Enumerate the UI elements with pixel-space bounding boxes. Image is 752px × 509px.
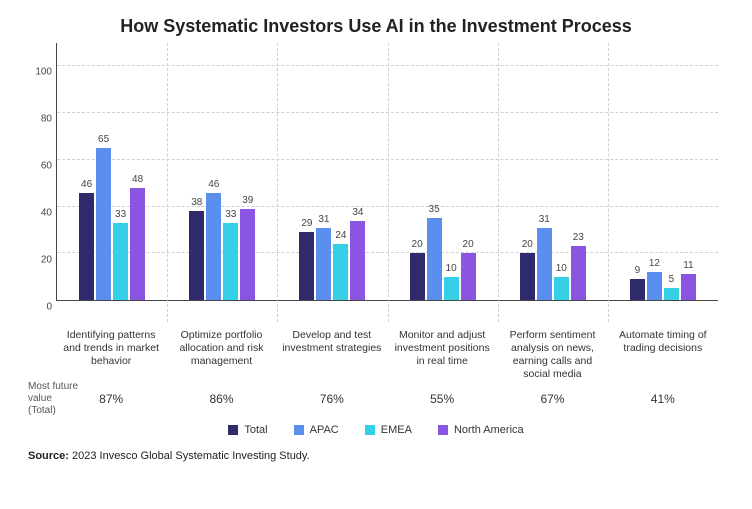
future-value-cell: 41% (608, 392, 718, 406)
bar-value-label: 46 (208, 179, 219, 190)
bar-value-label: 20 (522, 239, 533, 250)
chart-area: 4665334838463339293124342035102020311023… (56, 43, 718, 323)
future-value-label: Most future value (Total) (28, 381, 82, 417)
bar: 10 (444, 277, 459, 300)
bar-value-label: 33 (225, 209, 236, 220)
future-value-cell: 76% (277, 392, 387, 406)
source-prefix: Source: (28, 450, 69, 462)
bar: 11 (681, 274, 696, 300)
bar-value-label: 10 (446, 263, 457, 274)
x-tick-label: Monitor and adjust investment positions … (387, 323, 497, 382)
bar-value-label: 33 (115, 209, 126, 220)
legend-label: EMEA (381, 424, 412, 436)
bar-value-label: 23 (573, 232, 584, 243)
bar: 35 (427, 218, 442, 300)
legend-item: EMEA (365, 424, 412, 436)
plot-area: 4665334838463339293124342035102020311023… (56, 43, 718, 301)
bar-value-label: 46 (81, 179, 92, 190)
future-value-cells: 87%86%76%55%67%41% (56, 392, 718, 406)
y-tick-label: 20 (30, 255, 52, 266)
chart-card: How Systematic Investors Use AI in the I… (0, 0, 752, 509)
legend-swatch (228, 425, 238, 435)
bar-group: 38463339 (167, 43, 277, 300)
bar-value-label: 48 (132, 174, 143, 185)
bar-value-label: 29 (301, 218, 312, 229)
bar-value-label: 10 (556, 263, 567, 274)
legend-label: APAC (310, 424, 339, 436)
bar: 12 (647, 272, 662, 300)
bar: 24 (333, 244, 348, 300)
bar-value-label: 12 (649, 258, 660, 269)
future-value-cell: 86% (166, 392, 276, 406)
bar: 38 (189, 211, 204, 300)
y-tick-label: 80 (30, 114, 52, 125)
future-value-cell: 67% (497, 392, 607, 406)
bar-value-label: 39 (242, 195, 253, 206)
bar-value-label: 24 (335, 230, 346, 241)
bar: 20 (410, 253, 425, 300)
bar: 5 (664, 288, 679, 300)
y-tick-label: 60 (30, 161, 52, 172)
y-tick-label: 100 (30, 67, 52, 78)
bar-group: 912511 (608, 43, 718, 300)
legend-swatch (365, 425, 375, 435)
legend-item: North America (438, 424, 524, 436)
x-tick-label: Automate timing of trading decisions (608, 323, 718, 382)
legend-item: Total (228, 424, 267, 436)
bar: 33 (113, 223, 128, 300)
bar-group: 29312434 (277, 43, 387, 300)
bar-value-label: 11 (683, 260, 693, 271)
legend: Total APAC EMEA North America (28, 424, 724, 436)
bar-value-label: 9 (635, 265, 641, 276)
chart-title: How Systematic Investors Use AI in the I… (28, 16, 724, 37)
bar: 31 (316, 228, 331, 300)
legend-item: APAC (294, 424, 339, 436)
bar-value-label: 31 (318, 214, 329, 225)
bar: 20 (520, 253, 535, 300)
x-tick-label: Develop and test investment strategies (277, 323, 387, 382)
bar: 65 (96, 148, 111, 300)
x-tick-label: Perform sentiment analysis on news, earn… (497, 323, 607, 382)
legend-swatch (294, 425, 304, 435)
legend-label: Total (244, 424, 267, 436)
future-value-cell: 55% (387, 392, 497, 406)
bar: 31 (537, 228, 552, 300)
x-tick-label: Identifying patterns and trends in marke… (56, 323, 166, 382)
bar: 20 (461, 253, 476, 300)
bar-value-label: 35 (429, 204, 440, 215)
x-tick-label: Optimize portfolio allocation and risk m… (166, 323, 276, 382)
x-axis-labels: Identifying patterns and trends in marke… (56, 323, 718, 382)
bar: 29 (299, 232, 314, 300)
source-line: Source: 2023 Invesco Global Systematic I… (28, 450, 724, 462)
bar: 9 (630, 279, 645, 300)
bar-value-label: 20 (463, 239, 474, 250)
bar: 34 (350, 221, 365, 300)
bar: 46 (206, 193, 221, 300)
bar: 39 (240, 209, 255, 300)
legend-swatch (438, 425, 448, 435)
future-value-row: Most future value (Total) 87%86%76%55%67… (56, 392, 718, 406)
bar-group: 20351020 (388, 43, 498, 300)
source-text: 2023 Invesco Global Systematic Investing… (69, 450, 310, 462)
bar-group: 46653348 (57, 43, 167, 300)
bar: 23 (571, 246, 586, 300)
y-tick-label: 40 (30, 208, 52, 219)
bar: 33 (223, 223, 238, 300)
bar-value-label: 31 (539, 214, 550, 225)
bar: 48 (130, 188, 145, 300)
bar: 46 (79, 193, 94, 300)
bar-group: 20311023 (498, 43, 608, 300)
bar-value-label: 20 (412, 239, 423, 250)
bar-value-label: 5 (669, 274, 675, 285)
bar-value-label: 34 (352, 207, 363, 218)
legend-label: North America (454, 424, 524, 436)
bar-value-label: 65 (98, 134, 109, 145)
bar: 10 (554, 277, 569, 300)
bar-groups: 4665334838463339293124342035102020311023… (57, 43, 718, 300)
y-tick-label: 0 (30, 302, 52, 313)
bar-value-label: 38 (191, 197, 202, 208)
